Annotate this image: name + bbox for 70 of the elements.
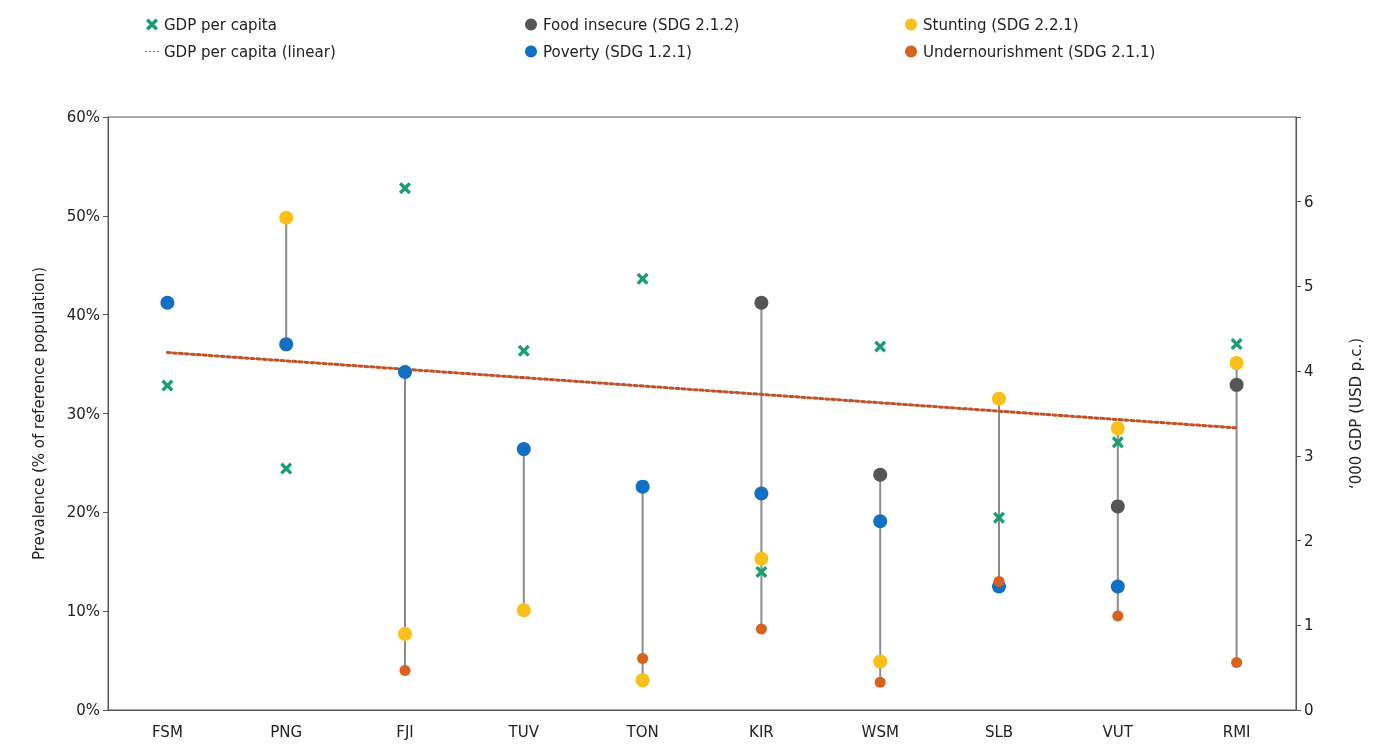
x-tick-label: FSM bbox=[151, 722, 183, 741]
x-tick-label: RMI bbox=[1222, 722, 1251, 741]
point bbox=[754, 486, 769, 501]
point bbox=[398, 626, 412, 641]
y-tick-label: 40% bbox=[66, 305, 100, 324]
point bbox=[993, 576, 1005, 588]
point bbox=[637, 653, 649, 665]
y-tick-label: 60% bbox=[66, 108, 100, 126]
y2-tick-label: 6 bbox=[1304, 192, 1314, 211]
point bbox=[754, 551, 769, 566]
x-tick-label: FJI bbox=[396, 722, 414, 741]
point bbox=[399, 664, 411, 676]
point bbox=[1110, 421, 1125, 436]
point bbox=[992, 391, 1006, 406]
point bbox=[1229, 377, 1244, 392]
point bbox=[279, 337, 294, 352]
point bbox=[398, 364, 412, 379]
legend-label: GDP per capita (linear) bbox=[164, 42, 336, 61]
point bbox=[755, 565, 768, 578]
point bbox=[160, 295, 175, 310]
x-tick-label: WSM bbox=[861, 722, 899, 741]
point bbox=[279, 210, 294, 225]
legend-label: Poverty (SDG 1.2.1) bbox=[543, 42, 692, 61]
point bbox=[635, 479, 650, 494]
x-tick-label: KIR bbox=[749, 722, 774, 741]
legend-label: GDP per capita bbox=[164, 15, 277, 34]
y2-axis-title: ‘000 GDP (USD p.c.) bbox=[1346, 338, 1365, 489]
x-tick-label: TUV bbox=[507, 722, 540, 741]
point bbox=[873, 654, 888, 669]
legend-label: Stunting (SDG 2.2.1) bbox=[923, 15, 1079, 34]
point bbox=[399, 182, 411, 195]
y2-tick-label: 4 bbox=[1304, 362, 1314, 381]
point bbox=[161, 379, 174, 392]
y-tick-label: 10% bbox=[66, 602, 100, 621]
point bbox=[1110, 579, 1125, 594]
point bbox=[1229, 356, 1244, 371]
point bbox=[874, 676, 886, 688]
point bbox=[516, 442, 531, 457]
point bbox=[280, 462, 293, 475]
point bbox=[516, 603, 531, 618]
point bbox=[1231, 657, 1243, 669]
point bbox=[993, 511, 1005, 524]
x-tick-label: SLB bbox=[984, 722, 1014, 741]
y-tick-label: 0% bbox=[76, 701, 100, 719]
legend-label: Undernourishment (SDG 2.1.1) bbox=[923, 42, 1156, 61]
point bbox=[874, 340, 887, 353]
y2-tick-label: 5 bbox=[1304, 277, 1314, 296]
point bbox=[1112, 610, 1124, 622]
point bbox=[636, 272, 649, 285]
y2-tick-label: 1 bbox=[1304, 616, 1314, 635]
point bbox=[873, 467, 888, 482]
y2-tick-label: 3 bbox=[1304, 446, 1314, 465]
x-tick-label: PNG bbox=[270, 722, 303, 741]
y-tick-label: 30% bbox=[66, 404, 100, 423]
point bbox=[517, 344, 530, 357]
point bbox=[1111, 436, 1124, 449]
x-tick-label: TON bbox=[625, 722, 659, 741]
y-axis-title: Prevalence (% of reference population) bbox=[29, 266, 48, 561]
point bbox=[1230, 338, 1243, 351]
y2-tick-label: 0 bbox=[1304, 701, 1314, 719]
point bbox=[635, 673, 650, 688]
legend-label: Food insecure (SDG 2.1.2) bbox=[543, 15, 740, 34]
point bbox=[1110, 499, 1125, 514]
point bbox=[873, 514, 888, 529]
point bbox=[755, 623, 767, 635]
point bbox=[754, 295, 769, 310]
y-tick-label: 20% bbox=[66, 503, 100, 522]
x-tick-label: VUT bbox=[1102, 722, 1134, 741]
y2-tick-label: 2 bbox=[1304, 531, 1314, 550]
y-tick-label: 50% bbox=[66, 206, 100, 225]
